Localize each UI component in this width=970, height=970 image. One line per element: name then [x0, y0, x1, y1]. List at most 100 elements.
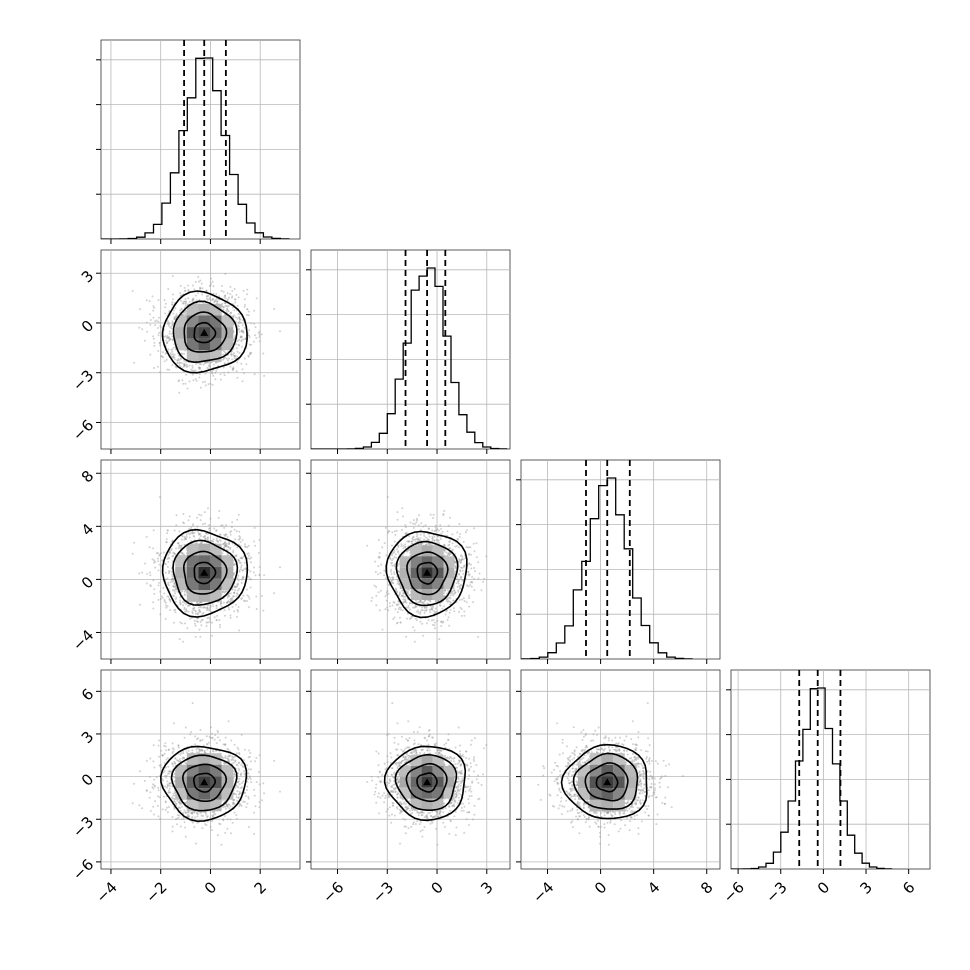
sample-point [184, 538, 187, 541]
sample-point [179, 621, 182, 624]
sample-point [470, 553, 472, 556]
sample-point [168, 323, 171, 325]
sample-point [241, 539, 244, 541]
sample-point [460, 608, 463, 610]
sample-point [376, 573, 379, 576]
sample-point [215, 539, 218, 542]
sample-point [460, 560, 463, 563]
density-cell [198, 543, 210, 556]
panel-1-1 [306, 249, 511, 454]
sample-point [179, 602, 182, 605]
density-cell [221, 555, 234, 567]
sample-point [138, 326, 141, 329]
sample-point [198, 366, 201, 369]
sample-point [171, 350, 174, 353]
sample-point [233, 352, 235, 355]
sample-point [238, 344, 241, 347]
sample-point [219, 540, 222, 542]
sample-point [178, 391, 181, 394]
sample-point [415, 535, 418, 538]
sample-point [396, 590, 399, 593]
sample-point [240, 598, 243, 600]
sample-point [222, 308, 225, 311]
sample-point [164, 562, 167, 565]
sample-point [238, 351, 241, 354]
sample-point [166, 336, 169, 339]
sample-point [223, 351, 226, 354]
sample-point [407, 540, 410, 543]
sample-point [225, 542, 228, 545]
sample-point [238, 338, 241, 341]
sample-point [222, 290, 225, 293]
sample-point [405, 635, 408, 638]
sample-point [174, 358, 176, 361]
sample-point [390, 568, 393, 571]
sample-point [178, 379, 180, 382]
sample-point [453, 592, 456, 595]
sample-point [183, 286, 186, 289]
sample-point [204, 380, 207, 383]
sample-point [223, 371, 225, 374]
sample-point [223, 544, 226, 547]
sample-point [158, 342, 161, 344]
sample-point [197, 276, 200, 278]
sample-point [237, 313, 240, 315]
sample-point [229, 531, 232, 534]
sample-point [240, 566, 243, 569]
sample-point [198, 376, 201, 379]
sample-point [390, 573, 393, 576]
sample-point [427, 539, 430, 542]
sample-point [419, 533, 422, 536]
sample-point [460, 614, 463, 617]
sample-point [183, 590, 186, 593]
sample-point [185, 610, 188, 613]
sample-point [145, 582, 148, 585]
contour-1-0-0 [193, 321, 217, 344]
sample-point [190, 368, 193, 371]
sample-point [184, 610, 186, 613]
sample-point [204, 537, 207, 540]
sample-point [440, 532, 443, 535]
sample-point [215, 529, 218, 532]
sample-point [157, 598, 160, 601]
sample-point [236, 350, 239, 353]
sample-point [224, 544, 227, 547]
sample-point [438, 604, 441, 607]
sample-point [179, 545, 182, 548]
sample-point [234, 298, 237, 301]
sample-point [181, 552, 184, 554]
sample-point [158, 371, 161, 374]
sample-point [404, 524, 407, 527]
sample-point [423, 609, 426, 612]
sample-point [198, 609, 201, 612]
sample-point [423, 534, 426, 537]
sample-point [167, 337, 170, 340]
sample-point [239, 321, 242, 324]
sample-point [220, 602, 222, 604]
sample-point [157, 557, 159, 560]
sample-point [402, 602, 405, 604]
sample-point [384, 577, 387, 580]
sample-point [224, 304, 227, 307]
sample-point [167, 570, 170, 573]
sample-point [232, 595, 235, 598]
sample-point [186, 627, 189, 630]
sample-point [240, 578, 243, 581]
sample-point [381, 628, 384, 631]
sample-point [419, 601, 422, 603]
density-cell [175, 567, 187, 579]
sample-point [208, 616, 210, 619]
sample-point [179, 599, 182, 602]
sample-point [393, 555, 396, 558]
sample-point [169, 352, 172, 355]
sample-point [166, 557, 169, 560]
sample-point [220, 289, 223, 292]
sample-point [233, 563, 236, 566]
sample-point [374, 560, 377, 563]
sample-point [221, 591, 224, 594]
sample-point [164, 578, 167, 581]
sample-point [461, 556, 464, 558]
density-cell [186, 303, 199, 316]
sample-point [387, 592, 390, 595]
sample-point [182, 640, 185, 643]
